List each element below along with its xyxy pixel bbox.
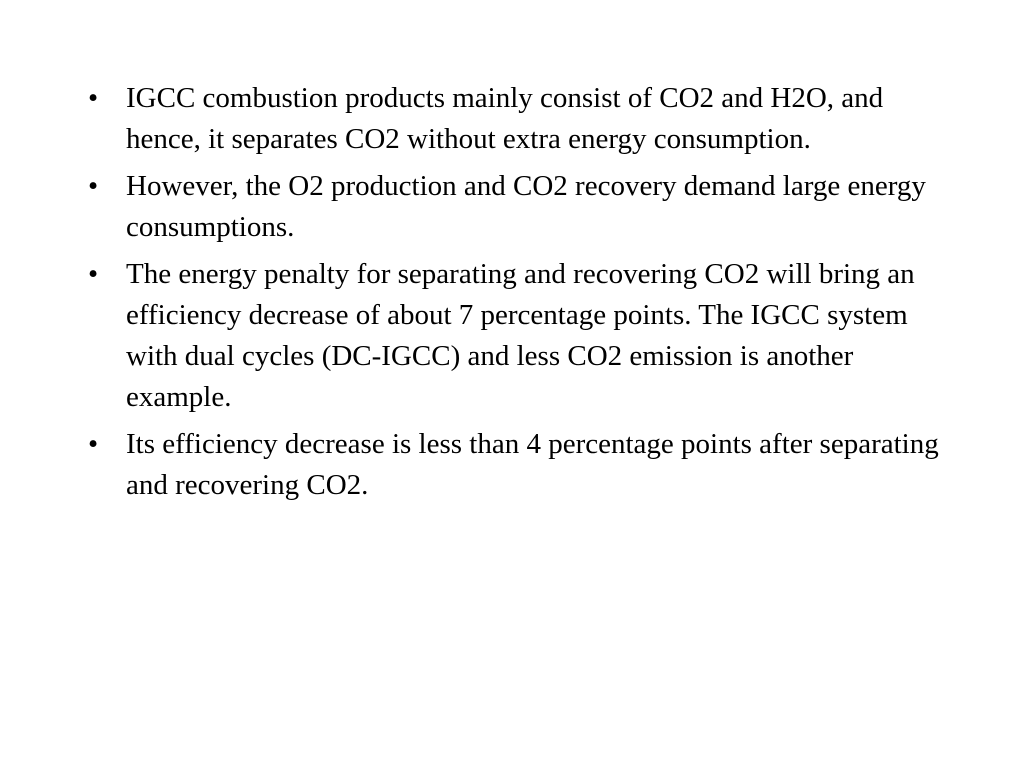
bullet-marker: •: [88, 170, 99, 202]
bullet-item: • IGCC combustion products mainly consis…: [88, 78, 948, 160]
bullet-item: • The energy penalty for separating and …: [88, 254, 948, 418]
bullet-text: However, the O2 production and CO2 recov…: [126, 170, 926, 243]
bullet-item: • Its efficiency decrease is less than 4…: [88, 424, 948, 506]
bullet-marker: •: [88, 258, 99, 290]
bullet-text: IGCC combustion products mainly consist …: [126, 82, 884, 155]
bullet-marker: •: [88, 428, 99, 460]
bullet-text: The energy penalty for separating and re…: [126, 258, 915, 413]
bullet-marker: •: [88, 82, 99, 114]
bullet-text: Its efficiency decrease is less than 4 p…: [126, 428, 939, 501]
bullet-list: • IGCC combustion products mainly consis…: [88, 78, 948, 512]
bullet-item: • However, the O2 production and CO2 rec…: [88, 166, 948, 248]
